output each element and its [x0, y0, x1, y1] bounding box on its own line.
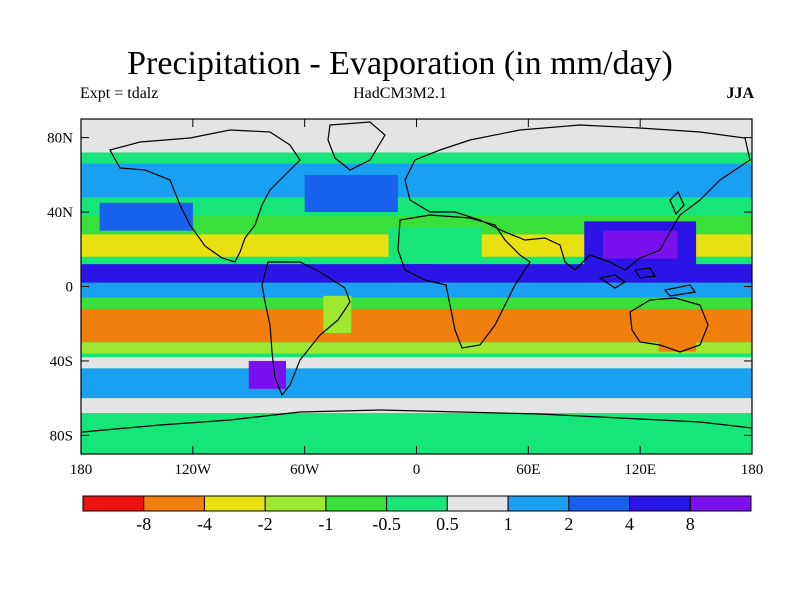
field-patch-1 [304, 174, 398, 213]
latitude-axis: 80N 40N 0 40S 80S [47, 131, 752, 444]
field-patch-3 [602, 230, 678, 259]
continent-outlines [81, 121, 753, 433]
coastline-eurasia [404, 124, 751, 271]
experiment-label: Expt = tdalz [80, 85, 159, 102]
colorbar-swatch [143, 495, 205, 512]
longitude-axis: 180 120W 60W 0 60E 120E 180 [70, 119, 764, 478]
colorbar-swatch [689, 495, 752, 512]
colorbar-label: -4 [197, 514, 212, 534]
lon-tick-label: 60W [290, 462, 320, 478]
colorbar-swatch [386, 495, 448, 512]
coastline-south-america [261, 261, 351, 397]
colorbar-swatch [446, 495, 509, 512]
map-field-regions [81, 119, 752, 454]
field-band-1 [81, 163, 752, 198]
colorbar-label: 4 [625, 514, 634, 534]
coastline-north-america [109, 129, 301, 263]
coastline-greenland [327, 121, 386, 171]
field-band-10 [81, 368, 752, 399]
coastline-maritime-continent [598, 190, 697, 297]
field-patch-7 [658, 314, 697, 352]
field-band-5 [81, 282, 752, 298]
colorbar-label: 2 [564, 514, 573, 534]
lat-tick-label: 80N [47, 131, 73, 147]
colorbar-swatch [629, 495, 691, 512]
colorbar: -8 -4 -2 -1 -0.5 0.5 1 2 4 8 [82, 495, 752, 534]
colorbar-swatch [507, 495, 570, 512]
coastline-antarctica [81, 409, 753, 433]
lon-tick-label: 180 [70, 462, 93, 478]
field-patch-4 [248, 360, 287, 389]
lat-tick-label: 80S [50, 428, 73, 444]
colorbar-swatch [82, 495, 145, 512]
colorbar-label: 8 [686, 514, 695, 534]
lon-tick-label: 180 [741, 462, 764, 478]
colorbar-label: 0.5 [436, 514, 459, 534]
colorbar-swatch [325, 495, 388, 512]
field-patch-5 [388, 226, 482, 259]
colorbar-label: -8 [136, 514, 151, 534]
field-patch-6 [397, 264, 436, 278]
lon-tick-label: 0 [413, 462, 421, 478]
season-label: JJA [726, 85, 754, 102]
lon-tick-label: 120E [624, 462, 656, 478]
colorbar-swatch [264, 495, 327, 512]
coastline-australia [629, 297, 709, 353]
lat-tick-label: 40N [47, 205, 73, 221]
field-band-11 [81, 398, 752, 414]
lat-tick-label: 40S [50, 354, 73, 370]
colorbar-label: 1 [504, 514, 513, 534]
field-patch-8 [323, 295, 352, 334]
field-patch-0 [99, 202, 193, 231]
field-band-9 [81, 357, 752, 369]
plot-title: Precipitation - Evaporation (in mm/day) [127, 45, 673, 82]
coastline-africa [397, 214, 531, 349]
field-band-8 [81, 342, 752, 354]
lon-tick-label: 60E [516, 462, 540, 478]
field-band-7 [81, 308, 752, 343]
colorbar-label: -2 [258, 514, 273, 534]
lat-tick-label: 0 [66, 280, 74, 296]
model-label: HadCM3M2.1 [353, 85, 447, 102]
colorbar-label: -0.5 [372, 514, 401, 534]
colorbar-label: -1 [318, 514, 333, 534]
lon-tick-label: 120W [174, 462, 212, 478]
colorbar-swatch [568, 495, 631, 512]
field-band-6 [81, 297, 752, 309]
colorbar-swatch [203, 495, 266, 512]
